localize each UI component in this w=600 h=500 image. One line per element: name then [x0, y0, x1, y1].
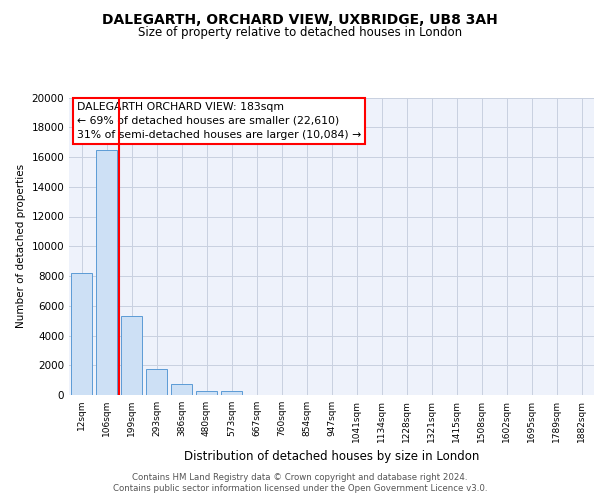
Bar [171, 384, 192, 395]
Bar [221, 391, 242, 395]
Bar [71, 273, 92, 395]
Bar [146, 369, 167, 395]
Text: DALEGARTH ORCHARD VIEW: 183sqm
← 69% of detached houses are smaller (22,610)
31%: DALEGARTH ORCHARD VIEW: 183sqm ← 69% of … [77, 102, 361, 140]
Bar [96, 150, 117, 395]
Text: Contains public sector information licensed under the Open Government Licence v3: Contains public sector information licen… [113, 484, 487, 493]
X-axis label: Distribution of detached houses by size in London: Distribution of detached houses by size … [184, 450, 479, 464]
Text: Contains HM Land Registry data © Crown copyright and database right 2024.: Contains HM Land Registry data © Crown c… [132, 472, 468, 482]
Text: Size of property relative to detached houses in London: Size of property relative to detached ho… [138, 26, 462, 39]
Bar [196, 391, 217, 395]
Text: DALEGARTH, ORCHARD VIEW, UXBRIDGE, UB8 3AH: DALEGARTH, ORCHARD VIEW, UXBRIDGE, UB8 3… [102, 12, 498, 26]
Bar [121, 316, 142, 395]
Y-axis label: Number of detached properties: Number of detached properties [16, 164, 26, 328]
